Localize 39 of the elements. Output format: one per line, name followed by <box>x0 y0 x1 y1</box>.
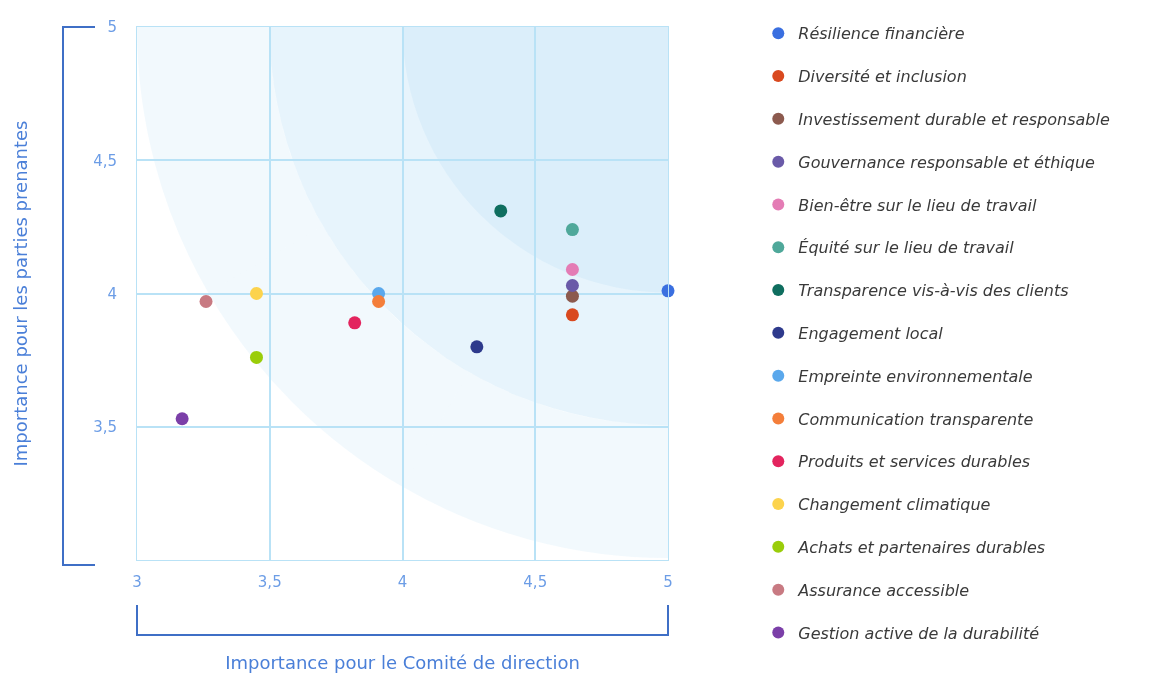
point <box>565 289 579 303</box>
legend-label: Résilience financière <box>798 24 965 44</box>
y-tick-label: 4,5 <box>93 151 117 170</box>
point <box>348 316 362 330</box>
legend-label: Changement climatique <box>798 495 991 515</box>
x-tick-label: 5 <box>663 573 673 591</box>
point <box>175 412 189 426</box>
x-tick-label: 3 <box>132 573 142 591</box>
legend-label: Investissement durable et responsable <box>798 110 1110 130</box>
point <box>372 294 386 308</box>
legend-label: Engagement local <box>798 324 944 344</box>
legend-label: Bien-être sur le lieu de travail <box>798 195 1038 215</box>
legend-label: Gouvernance responsable et éthique <box>798 152 1096 172</box>
legend-label: Empreinte environnementale <box>798 366 1033 386</box>
y-axis-title: Importance pour les parties prenantes <box>10 120 32 467</box>
point <box>249 287 263 300</box>
legend-label: Gestion active de la durabilité <box>798 623 1040 643</box>
point <box>565 279 579 292</box>
x-tick-label: 3,5 <box>257 573 282 591</box>
x-tick-label: 4,5 <box>523 573 548 591</box>
x-tick-label: 4 <box>397 573 408 591</box>
y-tick-label: 4 <box>107 284 117 303</box>
y-tick-label: 5 <box>107 18 117 37</box>
point <box>565 223 579 237</box>
point <box>199 294 213 308</box>
legend-label: Équité sur le lieu de travail <box>798 238 1015 258</box>
legend-label: Produits et services durables <box>798 452 1031 472</box>
legend-label: Achats et partenaires durables <box>797 538 1046 558</box>
legend-label: Communication transparente <box>798 409 1034 429</box>
legend-label: Transparence vis-à-vis des clients <box>798 281 1069 301</box>
point <box>565 263 579 277</box>
point <box>249 350 263 364</box>
y-tick-label: 3,5 <box>93 418 117 436</box>
point <box>565 308 579 322</box>
legend-label: Assurance accessible <box>797 580 970 600</box>
point <box>494 204 508 218</box>
x-axis-title: Importance pour le Comité de direction <box>225 652 580 673</box>
point <box>470 340 484 354</box>
legend-label: Diversité et inclusion <box>798 67 967 87</box>
